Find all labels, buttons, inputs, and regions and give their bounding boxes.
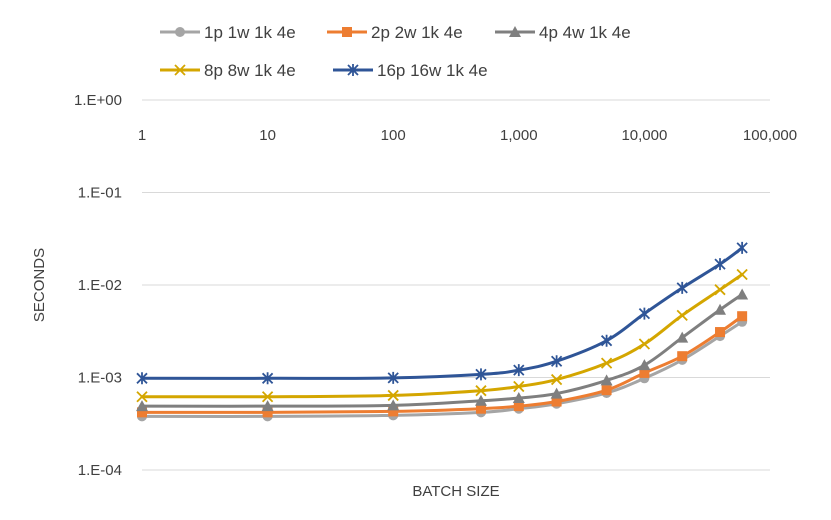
legend-label: 1p 1w 1k 4e <box>204 23 296 42</box>
x-tick-label: 1,000 <box>500 127 538 144</box>
data-point <box>736 288 749 300</box>
legend-label: 4p 4w 1k 4e <box>539 23 631 42</box>
data-point <box>715 327 726 338</box>
data-point <box>736 241 748 254</box>
data-point <box>475 368 487 381</box>
series-4 <box>136 241 748 385</box>
data-point <box>261 372 274 385</box>
series-3 <box>136 268 748 403</box>
data-point <box>736 268 748 281</box>
y-tick-label: 1.E-04 <box>78 462 122 479</box>
data-point <box>174 64 186 76</box>
y-tick-label: 1.E-02 <box>78 277 122 294</box>
data-point <box>342 27 352 37</box>
legend-label: 2p 2w 1k 4e <box>371 23 463 42</box>
data-point <box>550 355 563 368</box>
y-tick-label: 1.E-01 <box>78 185 122 202</box>
data-point <box>136 372 148 385</box>
x-tick-label: 1 <box>138 127 146 144</box>
data-point <box>175 27 185 37</box>
legend-item: 2p 2w 1k 4e <box>327 23 463 42</box>
data-point <box>509 26 521 37</box>
data-point <box>676 331 689 343</box>
data-point <box>638 307 651 320</box>
legend-label: 8p 8w 1k 4e <box>204 61 296 80</box>
data-point <box>513 364 525 377</box>
data-point <box>676 309 688 321</box>
data-point <box>551 396 562 407</box>
data-point <box>638 359 651 371</box>
data-point <box>474 394 487 406</box>
x-axis-ticks: 1 10 100 1,000 10,000 100,000 <box>138 127 797 144</box>
data-point <box>262 407 273 418</box>
legend-item: 16p 16w 1k 4e <box>333 61 488 80</box>
data-point <box>600 357 613 369</box>
legend-item: 1p 1w 1k 4e <box>160 23 296 42</box>
data-point <box>137 407 147 418</box>
data-point <box>714 303 727 315</box>
legend-label: 16p 16w 1k 4e <box>377 61 488 80</box>
x-tick-label: 10 <box>259 127 276 144</box>
data-point <box>513 380 525 393</box>
data-point <box>136 391 148 403</box>
y-axis-ticks: 1.E+00 1.E-01 1.E-02 1.E-03 1.E-04 <box>74 92 122 479</box>
data-point <box>261 391 274 403</box>
data-point <box>261 400 274 412</box>
data-point <box>601 385 612 396</box>
data-point <box>136 400 148 412</box>
data-point <box>550 387 563 399</box>
data-point <box>714 258 726 271</box>
x-axis-label: BATCH SIZE <box>412 483 499 500</box>
x-tick-label: 100 <box>381 127 406 144</box>
data-point <box>387 389 399 402</box>
data-point <box>475 403 486 414</box>
series-group <box>136 241 749 422</box>
data-point <box>737 311 748 322</box>
data-point <box>600 374 613 386</box>
y-tick-label: 1.E+00 <box>74 92 122 109</box>
data-point <box>512 392 525 404</box>
gridlines <box>142 99 770 471</box>
data-point <box>388 406 399 417</box>
data-point <box>677 351 688 362</box>
y-axis-label: SECONDS <box>31 248 48 322</box>
data-point <box>714 284 726 296</box>
series-1 <box>137 311 748 418</box>
data-point <box>600 334 613 347</box>
series-line <box>140 292 744 408</box>
data-point <box>550 373 563 386</box>
data-point <box>387 399 400 411</box>
y-tick-label: 1.E-03 <box>78 370 122 387</box>
legend-item: 8p 8w 1k 4e <box>160 61 296 80</box>
data-point <box>639 367 650 378</box>
data-point <box>513 401 524 412</box>
series-2 <box>136 288 749 412</box>
data-point <box>347 64 359 76</box>
data-point <box>638 338 651 350</box>
data-point <box>676 281 688 294</box>
legend: 1p 1w 1k 4e 2p 2w 1k 4e 4p 4w 1k 4e 8p 8w 1… <box>160 23 631 80</box>
data-point <box>475 385 487 397</box>
data-point <box>387 371 399 384</box>
legend-item: 4p 4w 1k 4e <box>495 23 631 42</box>
x-tick-label: 100,000 <box>743 127 797 144</box>
x-tick-label: 10,000 <box>621 127 667 144</box>
